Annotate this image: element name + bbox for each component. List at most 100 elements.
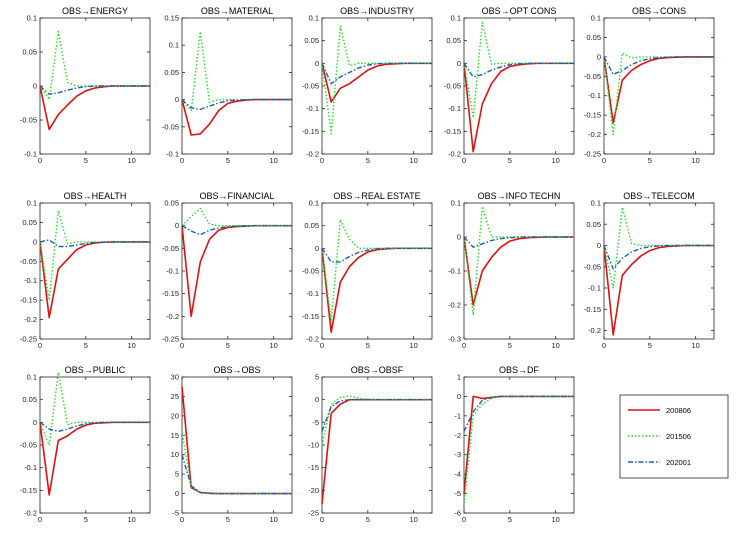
y-tick-label: -0.15	[302, 312, 319, 321]
series-line-201506	[463, 21, 574, 119]
y-tick-label: -0.1	[166, 267, 179, 276]
subplot-1: OBS→MATERIAL 0 5 10 0.15 0.1 0.05 0 -0.05 -0.1	[162, 6, 293, 165]
x-tick-label: 5	[84, 341, 88, 350]
y-tick-label: -0.15	[20, 486, 37, 495]
series-line-200806	[39, 85, 150, 131]
subplot-title: OBS→INFO TECHN	[478, 191, 561, 201]
y-tick-label: -15	[308, 463, 319, 472]
subplot-10: OBS→PUBLIC 0 5 10 0.1 0.05 0 -0.05 -0.1 -0.15 -0.2	[20, 365, 151, 524]
y-tick-label: -0.15	[584, 111, 601, 120]
axes-box	[463, 376, 575, 514]
subplot-9: OBS→TELECOM 0 5 10 0.1 0.05 0 -0.05 -0.1 -0.15 -0.…	[584, 191, 715, 350]
series-line-202001	[321, 62, 432, 85]
legend-label: 201506	[666, 432, 691, 441]
y-tick-label: -0.2	[448, 150, 461, 159]
subplot-title: OBS→INDUSTRY	[340, 6, 414, 16]
legend: 200806 201506 202001	[619, 394, 729, 479]
y-tick-label: 0.1	[27, 373, 37, 382]
axes-box	[603, 202, 715, 340]
subplot-title: OBS→MATERIAL	[201, 6, 273, 16]
y-tick-label: -0.1	[166, 150, 179, 159]
series-line-201506	[181, 30, 292, 112]
x-tick-label: 0	[320, 515, 324, 524]
y-tick-label: -0.2	[588, 326, 601, 335]
series-line-202001	[463, 62, 574, 78]
series-line-200806	[181, 386, 292, 495]
series-line-200806	[603, 244, 714, 336]
y-tick-label: -0.15	[444, 127, 461, 136]
y-tick-label: -0.2	[24, 509, 37, 518]
y-tick-label: -0.1	[448, 267, 461, 276]
y-tick-label: -0.2	[24, 315, 37, 324]
y-tick-label: 0	[457, 233, 461, 242]
series-line-202001	[463, 395, 574, 432]
subplot-title: OBS→HEALTH	[64, 191, 127, 201]
y-tick-label: 0	[33, 82, 37, 91]
y-tick-label: 0.15	[164, 14, 179, 23]
x-tick-label: 5	[508, 156, 512, 165]
y-tick-label: 0.05	[22, 48, 37, 57]
x-tick-label: 5	[366, 341, 370, 350]
x-tick-label: 5	[226, 156, 230, 165]
y-tick-label: 0.1	[451, 199, 461, 208]
y-tick-label: -0.2	[448, 301, 461, 310]
y-tick-label: -0.05	[584, 72, 601, 81]
legend-label: 200806	[666, 406, 691, 415]
subplot-title: OBS→FINANCIAL	[199, 191, 274, 201]
y-tick-label: -0.05	[20, 116, 37, 125]
series-line-201506	[463, 395, 574, 504]
subplot-7: OBS→REAL ESTATE 0 5 10 0.1 0.05 0 -0.05 -0.1 -0.1…	[302, 191, 433, 350]
y-tick-label: 1	[457, 373, 461, 382]
y-tick-label: 25	[171, 392, 179, 401]
y-tick-label: -0.2	[588, 130, 601, 139]
series-line-200806	[463, 236, 574, 306]
y-tick-label: -0.25	[162, 335, 179, 344]
subplot-title: OBS→OBS	[213, 365, 260, 375]
series-line-201506	[321, 25, 432, 135]
x-tick-label: 10	[127, 156, 135, 165]
y-tick-label: 5	[175, 470, 179, 479]
y-tick-label: -0.2	[166, 312, 179, 321]
subplot-title: OBS→DF	[499, 365, 540, 375]
x-tick-label: 5	[366, 515, 370, 524]
y-tick-label: -5	[312, 418, 319, 427]
axes-box	[39, 202, 151, 340]
y-tick-label: 0.1	[27, 14, 37, 23]
x-tick-label: 0	[462, 156, 466, 165]
x-tick-label: 0	[462, 341, 466, 350]
x-tick-label: 0	[462, 515, 466, 524]
y-tick-label: -5	[454, 489, 461, 498]
x-tick-label: 0	[38, 156, 42, 165]
y-tick-label: 0.1	[591, 199, 601, 208]
series-line-201506	[181, 431, 292, 495]
y-tick-label: 15	[171, 431, 179, 440]
x-tick-label: 5	[226, 515, 230, 524]
x-tick-label: 0	[180, 341, 184, 350]
subplot-2: OBS→INDUSTRY 0 5 10 0.1 0.05 0 -0.05 -0.1 -0.15 -0…	[302, 6, 433, 165]
axes-box	[321, 202, 433, 340]
series-line-201506	[39, 30, 150, 101]
y-tick-label: -0.1	[24, 463, 37, 472]
y-tick-label: 0	[33, 418, 37, 427]
y-tick-label: 0.05	[164, 199, 179, 208]
series-line-202001	[181, 224, 292, 236]
y-tick-label: 0.05	[586, 33, 601, 42]
y-tick-label: -0.05	[162, 244, 179, 253]
subplot-title: OBS→ENERGY	[62, 6, 128, 16]
y-tick-label: -0.1	[306, 289, 319, 298]
x-tick-label: 5	[84, 156, 88, 165]
axes-box	[321, 376, 433, 514]
x-tick-label: 5	[508, 341, 512, 350]
y-tick-label: -0.1	[24, 150, 37, 159]
subplot-5: OBS→HEALTH 0 5 10 0.1 0.05 0 -0.05 -0.1 -0.15 -0.2…	[20, 191, 151, 350]
y-tick-label: -0.1	[24, 276, 37, 285]
y-tick-label: -2	[454, 431, 461, 440]
series-line-201506	[321, 395, 432, 446]
series-line-201506	[181, 207, 292, 227]
y-tick-label: -10	[308, 441, 319, 450]
x-tick-label: 10	[691, 156, 699, 165]
y-tick-label: -0.1	[588, 284, 601, 293]
subplot-3: OBS→OPT CONS 0 5 10 0.1 0.05 0 -0.05 -0.1 -0.15 -0…	[444, 6, 575, 165]
y-tick-label: -0.15	[302, 127, 319, 136]
